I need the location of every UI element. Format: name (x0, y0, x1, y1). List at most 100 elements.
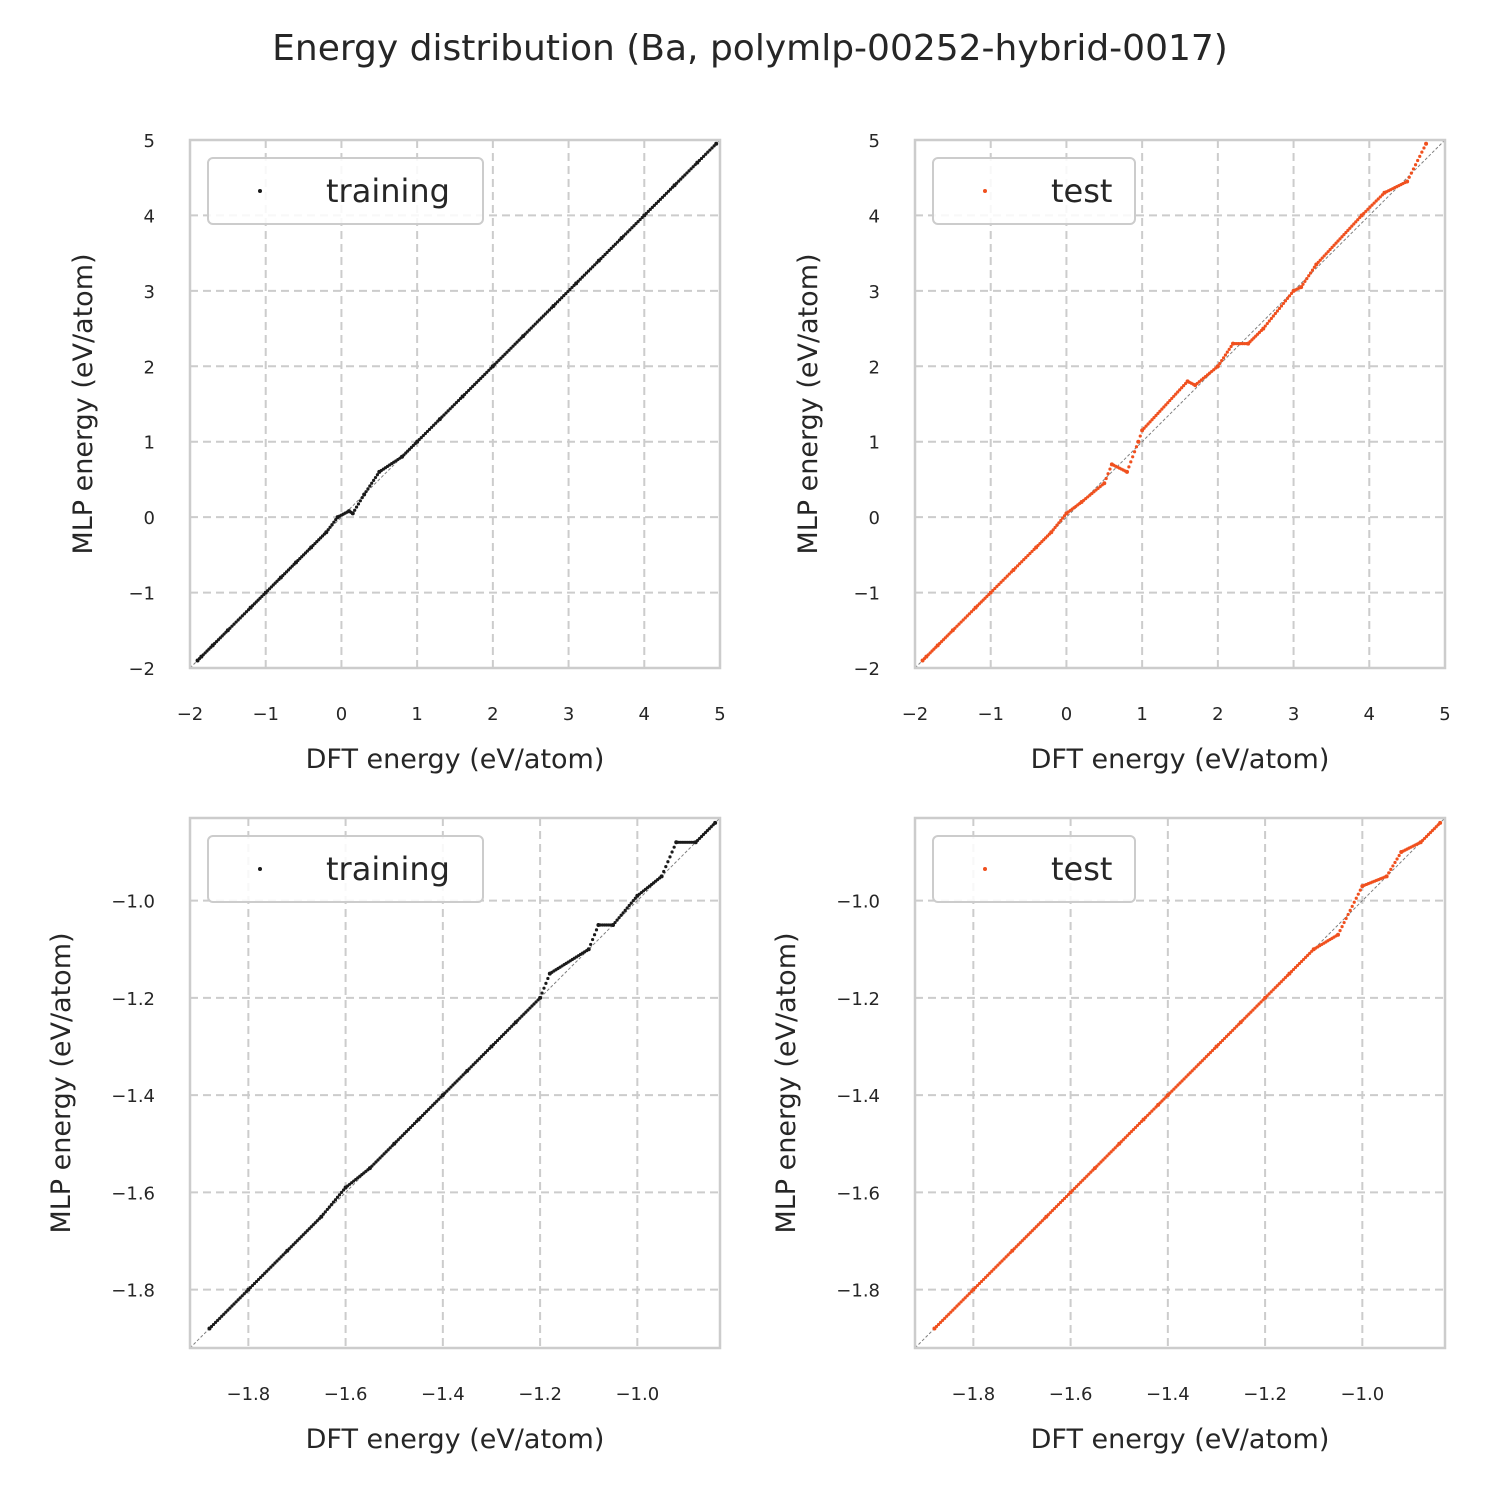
data-point (380, 1154, 384, 1158)
data-point (1174, 392, 1178, 396)
data-point (1148, 1111, 1152, 1115)
data-point (706, 150, 710, 154)
data-point (513, 342, 517, 346)
y-tick-label: 5 (144, 131, 155, 152)
data-point (1229, 344, 1233, 349)
data-point (477, 378, 481, 382)
data-point (668, 187, 673, 191)
data-point (1172, 394, 1176, 398)
data-point (1334, 241, 1338, 245)
data-point (578, 277, 582, 281)
legend: test (932, 835, 1136, 903)
data-point (1372, 201, 1376, 205)
legend-marker (983, 189, 987, 193)
y-tick-label: −1 (853, 584, 880, 605)
data-point (507, 348, 511, 352)
data-point (1165, 1093, 1170, 1098)
series-training (195, 141, 719, 663)
data-point (993, 586, 997, 591)
data-point (586, 947, 591, 952)
y-tick-label: 1 (144, 433, 155, 454)
data-point (1092, 1166, 1097, 1171)
data-point (984, 1275, 988, 1279)
data-point (1418, 154, 1422, 158)
data-point (969, 610, 974, 614)
data-point (1287, 294, 1292, 298)
panels: −2 −1 0 1 2 3 4 5 −2 −1 0 1 2 3 4 5 DFT energy (eV/atom)… (46, 131, 1451, 1455)
data-point (1170, 1089, 1174, 1093)
data-point (613, 920, 617, 925)
data-point (1418, 840, 1423, 845)
data-point (513, 1020, 518, 1025)
data-point (1413, 163, 1418, 167)
data-point (1338, 237, 1342, 241)
data-point (301, 1233, 305, 1237)
data-point (277, 1257, 281, 1261)
data-point (386, 1148, 390, 1152)
data-point (1291, 967, 1296, 972)
data-point (543, 312, 547, 316)
data-point (681, 175, 685, 179)
data-point (1154, 413, 1158, 418)
data-point (248, 605, 253, 610)
data-point (1397, 853, 1401, 858)
data-point (232, 1302, 236, 1306)
data-point (957, 622, 961, 626)
data-point (699, 156, 704, 161)
data-point (228, 1306, 232, 1310)
data-point (402, 1132, 406, 1136)
panel-bottom-left: −1.8 −1.6 −1.4 −1.2 −1.0 −1.8 −1.6 −1.4 −1.2 −1.0… (46, 816, 722, 1455)
data-point (1342, 233, 1346, 237)
data-point (609, 246, 613, 250)
data-point (1222, 1036, 1227, 1041)
data-point (1208, 1051, 1212, 1055)
data-point (1104, 476, 1108, 481)
data-point (1275, 984, 1279, 988)
data-point (957, 1302, 961, 1306)
data-point (337, 1193, 342, 1197)
y-tick-label: 4 (869, 206, 880, 227)
data-point (986, 1273, 990, 1277)
x-tick-label: 2 (487, 704, 498, 725)
data-point (1178, 1081, 1182, 1085)
data-point (1407, 175, 1411, 179)
data-point (263, 590, 268, 595)
y-tick-label: 0 (144, 508, 155, 529)
data-point (415, 439, 420, 444)
data-point (605, 250, 609, 255)
data-point (1060, 1198, 1065, 1203)
data-point (1164, 403, 1168, 407)
data-point (611, 922, 616, 927)
data-point (611, 244, 615, 248)
data-point (1223, 353, 1228, 357)
data-point (1430, 829, 1434, 833)
data-point (564, 292, 568, 296)
x-tick-label: −1.2 (1243, 1384, 1287, 1405)
data-point (358, 499, 362, 503)
data-point (670, 850, 674, 854)
data-point (495, 360, 499, 364)
data-point (372, 478, 376, 482)
data-point (448, 407, 452, 411)
data-point (623, 908, 627, 912)
data-point (1378, 195, 1382, 199)
data-point (530, 1004, 534, 1008)
data-point (1273, 311, 1277, 316)
data-point (343, 1185, 348, 1190)
data-point (1283, 299, 1288, 303)
data-point (1426, 832, 1431, 837)
data-point (977, 1281, 982, 1286)
data-point (1101, 1158, 1105, 1162)
data-point (650, 205, 654, 209)
data-point (1006, 1253, 1010, 1257)
data-point (1144, 424, 1148, 428)
data-point (331, 1200, 336, 1204)
data-point (319, 1214, 324, 1219)
data-point (1249, 1010, 1253, 1014)
data-point (279, 1255, 283, 1259)
data-point (997, 582, 1001, 586)
data-point (1218, 361, 1222, 366)
data-point (1326, 250, 1330, 254)
data-point (1356, 892, 1360, 896)
data-point (1127, 1132, 1131, 1136)
